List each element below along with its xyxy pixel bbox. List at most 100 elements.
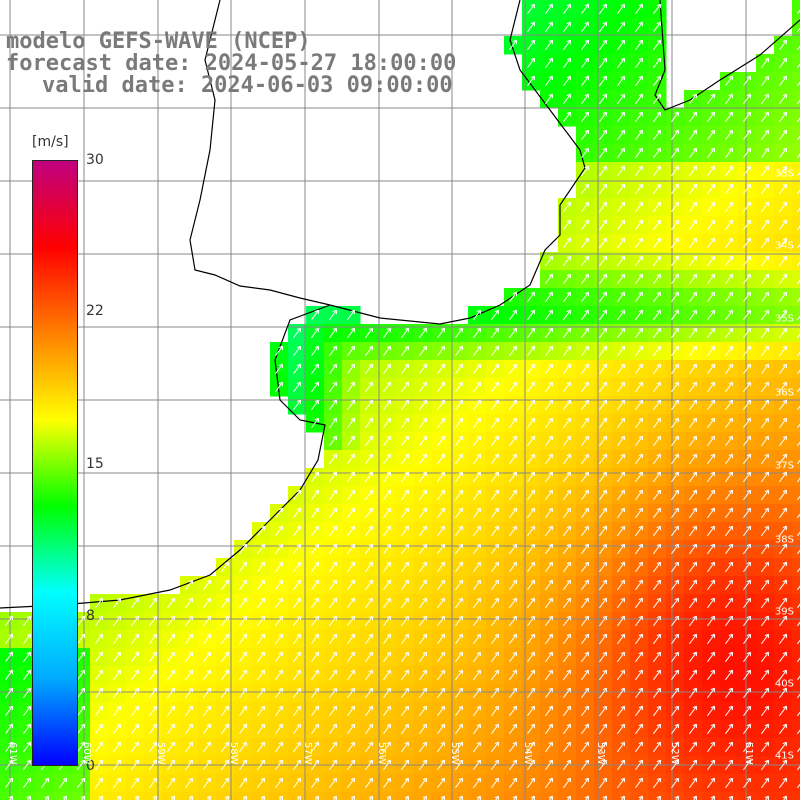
wind-arrow — [779, 111, 788, 123]
wind-arrow — [707, 579, 716, 591]
wind-arrow — [527, 471, 536, 483]
wind-arrow — [725, 93, 734, 105]
wind-arrow — [437, 471, 446, 483]
field-cell — [792, 504, 800, 523]
wind-arrow — [671, 399, 680, 411]
wind-arrow — [419, 669, 428, 681]
wind-arrow — [311, 687, 320, 699]
field-cell — [792, 702, 800, 721]
wind-arrow — [779, 687, 788, 699]
wind-arrow — [455, 669, 464, 681]
wind-arrow — [581, 489, 590, 501]
colorbar-tick: 22 — [86, 303, 104, 319]
wind-arrow — [509, 435, 518, 447]
wind-arrow — [599, 453, 608, 465]
wind-arrow — [797, 279, 800, 285]
wind-arrow — [653, 237, 662, 249]
wind-arrow — [167, 597, 176, 609]
wind-arrow — [743, 237, 752, 249]
wind-arrow — [671, 651, 680, 663]
field-cell — [342, 792, 361, 800]
wind-arrow — [401, 525, 410, 537]
wind-arrow — [473, 615, 482, 627]
wind-arrow — [635, 579, 644, 591]
wind-arrow — [170, 795, 176, 800]
wind-arrow — [761, 417, 770, 429]
wind-arrow — [62, 795, 68, 800]
wind-arrow — [239, 561, 248, 573]
wind-arrow — [743, 345, 752, 357]
wind-arrow — [743, 255, 752, 267]
wind-arrow — [761, 345, 770, 357]
wind-arrow — [437, 507, 446, 519]
wind-arrow — [296, 795, 302, 800]
wind-arrow — [725, 327, 734, 339]
wind-arrow — [329, 489, 338, 501]
lat-label: 40S — [774, 678, 794, 690]
lat-label: 38S — [774, 534, 794, 546]
wind-arrow — [383, 381, 392, 393]
wind-arrow — [635, 219, 644, 231]
wind-arrow — [419, 363, 428, 375]
wind-arrow — [401, 435, 410, 447]
wind-arrow — [725, 615, 734, 627]
field-cell — [774, 792, 793, 800]
wind-arrow — [509, 633, 518, 645]
wind-arrow — [581, 705, 590, 717]
wind-arrow — [653, 723, 662, 735]
wind-arrow — [527, 21, 536, 33]
wind-arrow — [797, 585, 800, 591]
wind-arrow — [419, 687, 428, 699]
field-cell — [792, 72, 800, 91]
wind-arrow — [617, 687, 626, 699]
wind-arrow — [635, 453, 644, 465]
wind-arrow — [689, 723, 698, 735]
field-cell — [252, 792, 271, 800]
wind-arrow — [761, 147, 770, 159]
wind-arrow — [491, 543, 500, 555]
wind-arrow — [437, 651, 446, 663]
wind-arrow — [563, 291, 572, 303]
wind-arrow — [581, 543, 590, 555]
field-cell — [594, 792, 613, 800]
wind-arrow — [761, 471, 770, 483]
wind-arrow — [707, 219, 716, 231]
lat-label: 36S — [774, 387, 794, 399]
wind-arrow — [203, 759, 212, 771]
wind-arrow — [635, 489, 644, 501]
wind-arrow — [653, 705, 662, 717]
wind-arrow — [599, 471, 608, 483]
field-cell — [18, 792, 37, 800]
wind-arrow — [635, 723, 644, 735]
wind-arrow — [725, 165, 734, 177]
wind-arrow — [602, 795, 608, 800]
wind-arrow — [185, 705, 194, 717]
wind-arrow — [113, 651, 122, 663]
wind-arrow — [707, 561, 716, 573]
field-cell — [36, 792, 55, 800]
wind-arrow — [167, 669, 176, 681]
wind-arrow — [725, 525, 734, 537]
wind-arrow — [563, 3, 572, 15]
wind-arrow — [725, 219, 734, 231]
wind-arrow — [221, 615, 230, 627]
wind-arrow — [581, 165, 590, 177]
wind-arrow — [635, 129, 644, 141]
wind-arrow — [653, 741, 662, 753]
wind-arrow — [347, 597, 356, 609]
wind-arrow — [545, 615, 554, 627]
wind-arrow — [401, 705, 410, 717]
forecast-date: forecast date: 2024-05-27 18:00:00 — [6, 51, 457, 76]
wind-arrow — [494, 795, 500, 800]
wind-arrow — [671, 291, 680, 303]
wind-arrow — [329, 597, 338, 609]
wind-arrow — [638, 795, 644, 800]
wind-arrow — [527, 507, 536, 519]
wind-arrow — [635, 327, 644, 339]
wind-arrow — [458, 795, 464, 800]
wind-arrow — [599, 129, 608, 141]
wind-arrow — [617, 435, 626, 447]
wind-arrow — [149, 705, 158, 717]
wind-arrow — [527, 363, 536, 375]
wind-arrow — [689, 201, 698, 213]
